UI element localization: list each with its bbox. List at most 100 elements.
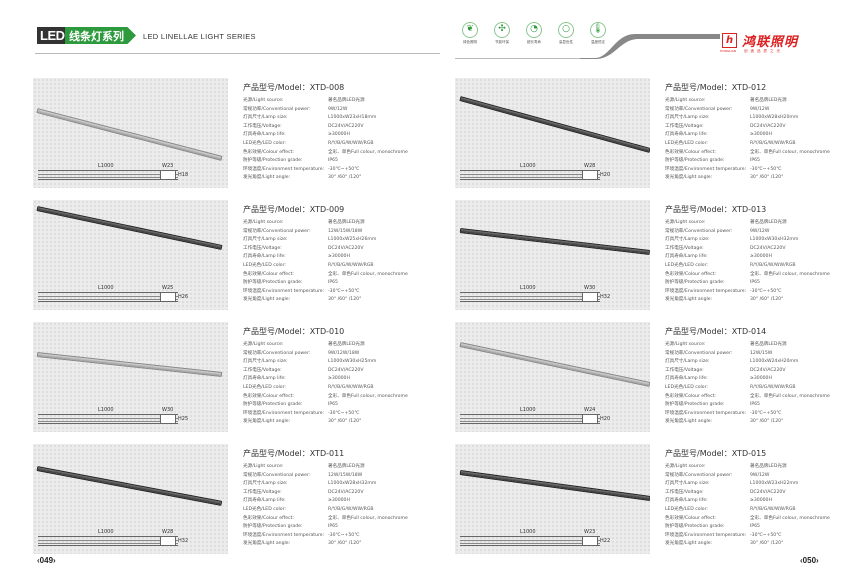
spec-row: LED光色/LED color: R/Y/B/G/W/WW/RGB	[243, 506, 443, 515]
spec-label: 光源/Light source:	[243, 342, 284, 347]
width-label: W24	[584, 407, 596, 413]
spec-label: 防护等级/Protection grade:	[243, 280, 303, 286]
length-diagram	[38, 414, 178, 424]
spec-block: 产品型号/Model：XTD-013 光源/Light source: 著名品牌L…	[665, 204, 860, 305]
spec-value: 著名品牌LED光源	[328, 220, 365, 225]
spec-value: R/Y/B/G/W/WW/RGB	[328, 140, 374, 146]
spec-label: 灯具寿命/Lamp life:	[243, 132, 286, 138]
model-title: 产品型号/Model：XTD-012	[665, 82, 860, 93]
spec-row: 工作电压/Voltage: DC24V/AC220V	[243, 123, 443, 132]
spec-label: 色彩效果/Colour effect:	[665, 149, 716, 155]
model-number: XTD-009	[309, 205, 345, 214]
spec-value: 30° /60° /120°	[328, 297, 362, 303]
spec-label: 光源/Light source:	[243, 464, 284, 469]
spec-row: LED光色/LED color: R/Y/B/G/W/WW/RGB	[665, 140, 860, 149]
spec-value: 著名品牌LED光源	[328, 464, 365, 469]
spec-row: 环境温度/Environment temperature: -30℃~+50℃	[243, 532, 443, 541]
spec-row: 常规功率/Conventional power: 12W/15W	[665, 350, 860, 359]
section-diagram	[582, 170, 598, 180]
feature-label: 超长寿命	[527, 40, 541, 44]
spec-value: 30° /60° /120°	[750, 297, 784, 303]
header-divider-right	[455, 58, 595, 59]
product-image-XTD-011: L1000 W28 H32	[33, 444, 228, 554]
spec-block: 产品型号/Model：XTD-014 光源/Light source: 著名品牌L…	[665, 326, 860, 427]
spec-value: 全彩、单色Full colour, monochrome	[750, 149, 830, 155]
spec-value: L1000xW30xH32mm	[750, 237, 799, 243]
spec-label: 光源/Light source:	[243, 98, 284, 103]
fan-icon: ✣	[494, 22, 510, 38]
spec-row: 光源/Light source: 著名品牌LED光源	[665, 219, 860, 228]
spec-row: 发光角度/Light angle: 30° /60° /120°	[243, 418, 443, 427]
spec-value: ≥30000H	[750, 132, 772, 138]
spec-block: 产品型号/Model：XTD-011 光源/Light source: 著名品牌L…	[243, 448, 443, 549]
spec-label: 常规功率/Conventional power:	[243, 228, 311, 234]
length-label: L1000	[520, 285, 536, 291]
spec-value: ≥30000H	[328, 498, 350, 504]
model-title: 产品型号/Model：XTD-008	[243, 82, 443, 93]
model-prefix: 产品型号/Model：	[665, 449, 732, 458]
spec-value: L1000xW30xH25mm	[328, 359, 377, 365]
spec-row: 防护等级/Protection grade: IP65	[243, 279, 443, 288]
spec-value: 著名品牌LED光源	[328, 98, 365, 103]
section-diagram	[582, 536, 598, 546]
light-bar	[36, 352, 223, 377]
ring-icon: ○	[558, 22, 574, 38]
spec-label: 灯具寿命/Lamp life:	[665, 498, 708, 504]
model-title: 产品型号/Model：XTD-009	[243, 204, 443, 215]
spec-label: 灯具寿命/Lamp life:	[243, 376, 286, 382]
spec-value: 30° /60° /120°	[750, 419, 784, 425]
feature-3: ○ 高显色性	[554, 22, 578, 45]
length-label: L1000	[520, 163, 536, 169]
brand-name: 鸿联照明	[742, 35, 799, 50]
spec-row: 光源/Light source: 著名品牌LED光源	[243, 341, 443, 350]
length-diagram	[460, 170, 600, 180]
model-title: 产品型号/Model：XTD-014	[665, 326, 860, 337]
length-label: L1000	[98, 163, 114, 169]
spec-row: 色彩效果/Colour effect: 全彩、单色Full colour, mon…	[665, 149, 860, 158]
spec-value: 12W/15W/18W	[328, 472, 363, 478]
spec-label: 发光角度/Light angle:	[665, 419, 713, 425]
spec-value: 全彩、单色Full colour, monochrome	[750, 515, 830, 521]
spec-value: 全彩、单色Full colour, monochrome	[328, 515, 408, 521]
spec-row: 防护等级/Protection grade: IP65	[243, 401, 443, 410]
spec-value: 著名品牌LED光源	[328, 342, 365, 347]
light-bar	[459, 470, 650, 501]
light-bar	[36, 466, 223, 506]
light-bar	[36, 108, 223, 161]
length-diagram	[460, 292, 600, 302]
spec-row: 环境温度/Environment temperature: -30℃~+50℃	[665, 532, 860, 541]
spec-value: R/Y/B/G/W/WW/RGB	[328, 506, 374, 512]
model-prefix: 产品型号/Model：	[243, 449, 310, 458]
spec-row: 灯具寿命/Lamp life: ≥30000H	[665, 375, 860, 384]
spec-label: 发光角度/Light angle:	[665, 541, 713, 547]
clock-icon: ◔	[526, 22, 542, 38]
spec-label: 色彩效果/Colour effect:	[243, 271, 294, 277]
spec-row: 色彩效果/Colour effect: 全彩、单色Full colour, mon…	[665, 515, 860, 524]
thermometer-icon: 🌡	[590, 22, 606, 38]
spec-value: DC24V/AC220V	[328, 123, 364, 129]
spec-label: 灯具寿命/Lamp life:	[243, 498, 286, 504]
spec-value: ≥30000H	[750, 498, 772, 504]
spec-block: 产品型号/Model：XTD-012 光源/Light source: 著名品牌L…	[665, 82, 860, 183]
spec-label: LED光色/LED color:	[243, 384, 286, 390]
section-diagram	[582, 292, 598, 302]
length-diagram	[460, 414, 600, 424]
spec-row: 常规功率/Conventional power: 9W/12W/18W	[243, 350, 443, 359]
spec-row: 常规功率/Conventional power: 9W/12W	[665, 228, 860, 237]
spec-value: 30° /60° /120°	[328, 419, 362, 425]
spec-label: 灯具尺寸/Lamp size:	[665, 237, 710, 243]
spec-row: 环境温度/Environment temperature: -30℃~+50℃	[665, 288, 860, 297]
spec-value: 30° /60° /120°	[328, 175, 362, 181]
spec-row: 防护等级/Protection grade: IP65	[665, 279, 860, 288]
spec-value: IP65	[750, 280, 760, 286]
spec-row: 工作电压/Voltage: DC24V/AC220V	[665, 489, 860, 498]
model-number: XTD-008	[309, 83, 345, 92]
spec-row: LED光色/LED color: R/Y/B/G/W/WW/RGB	[243, 140, 443, 149]
spec-value: 著名品牌LED光源	[750, 98, 787, 103]
spec-label: 环境温度/Environment temperature:	[665, 288, 747, 294]
spec-row: 灯具尺寸/Lamp size: L1000xW25xH26mm	[243, 236, 443, 245]
spec-label: 工作电压/Voltage:	[665, 245, 704, 251]
spec-value: 全彩、单色Full colour, monochrome	[328, 393, 408, 399]
spec-value: IP65	[328, 402, 338, 408]
spec-label: 工作电压/Voltage:	[243, 245, 282, 251]
